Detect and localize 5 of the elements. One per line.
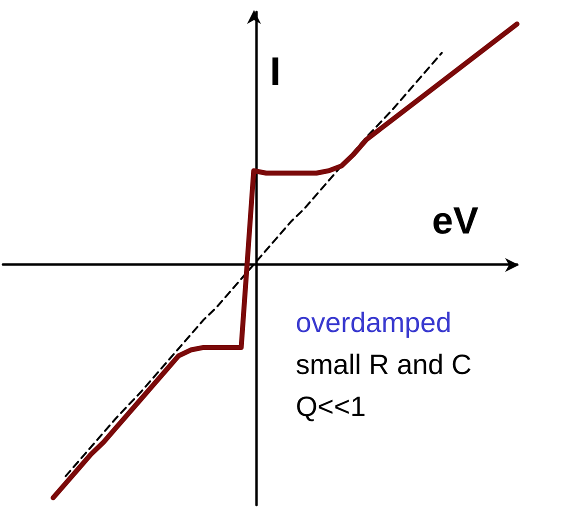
annotation: Q<<1	[296, 391, 366, 422]
annotation: overdamped	[296, 307, 452, 338]
x-axis-title: eV	[432, 200, 480, 243]
annotation: small R and C	[296, 349, 472, 380]
y-axis-title: I	[270, 50, 281, 94]
